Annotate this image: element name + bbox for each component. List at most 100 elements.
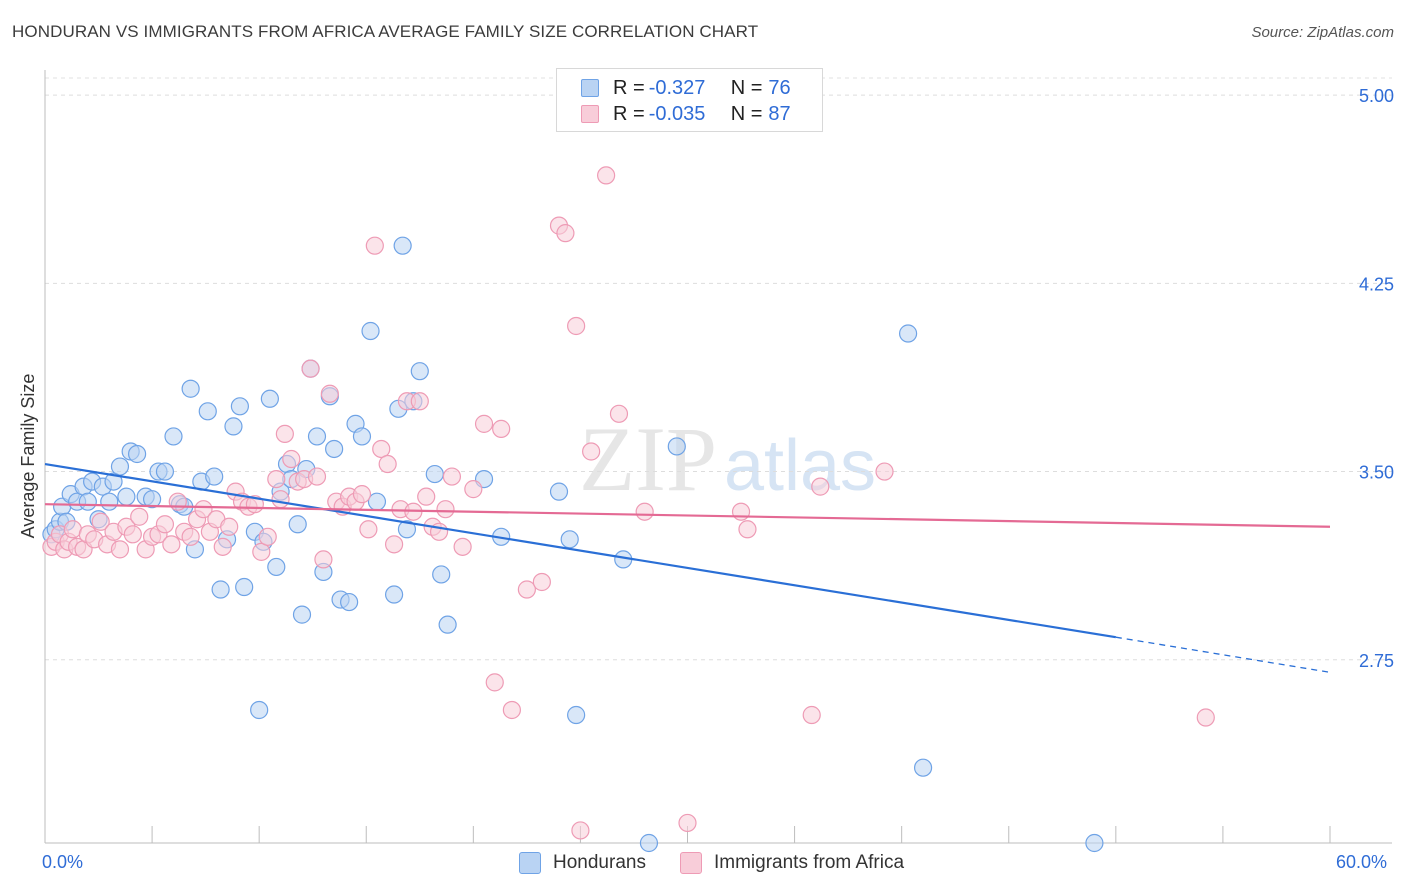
africa-point: [352, 485, 372, 504]
honduran-point: [110, 457, 130, 476]
chart-title: HONDURAN VS IMMIGRANTS FROM AFRICA AVERA…: [12, 22, 759, 41]
legend-swatch-hondurans: [519, 852, 541, 874]
africa-point: [571, 821, 590, 840]
honduran-point: [117, 487, 136, 506]
legend-r-label: R =: [613, 76, 645, 99]
legend-r-label: R =: [613, 102, 645, 125]
africa-point: [485, 673, 504, 692]
honduran-point: [127, 444, 147, 464]
honduran-point: [438, 615, 457, 634]
honduran-point: [393, 236, 412, 255]
africa-point: [597, 166, 616, 185]
africa-point: [301, 359, 320, 378]
africa-point: [155, 515, 175, 534]
honduran-point: [560, 530, 579, 549]
africa-point: [282, 449, 301, 469]
africa-point: [442, 467, 462, 486]
legend-n-value-africa: 87: [768, 102, 791, 125]
africa-point: [252, 542, 271, 561]
honduran-point: [384, 585, 404, 604]
africa-point: [110, 540, 130, 559]
honduran-point: [230, 397, 249, 416]
africa-point: [213, 537, 232, 556]
africa-point: [731, 502, 751, 521]
africa-point: [365, 236, 384, 255]
africa-point: [464, 480, 483, 499]
africa-point: [738, 520, 757, 539]
africa-point: [453, 537, 472, 556]
y-tick-label: 2.75: [1359, 651, 1394, 671]
honduran-point: [198, 402, 217, 421]
watermark-zip: ZIP: [579, 408, 717, 510]
honduran-point: [260, 389, 279, 408]
honduran-point: [181, 379, 200, 398]
africa-point: [181, 527, 200, 546]
africa-point: [258, 527, 277, 546]
africa-point: [417, 487, 436, 506]
africa-point: [162, 535, 181, 554]
africa-point: [307, 467, 327, 486]
watermark-atlas: atlas: [724, 426, 876, 506]
africa-point: [359, 520, 378, 539]
honduran-trend-line-extension: [1115, 636, 1331, 673]
legend-label-africa: Immigrants from Africa: [714, 852, 905, 873]
africa-point: [875, 462, 894, 481]
legend-item-africa[interactable]: Immigrants from Africa: [680, 852, 904, 874]
honduran-point: [104, 472, 123, 491]
africa-point: [320, 384, 339, 403]
honduran-point: [155, 462, 175, 481]
africa-point: [502, 700, 521, 720]
legend-swatch-africa: [680, 852, 702, 874]
africa-point: [314, 550, 333, 569]
honduran-point: [898, 324, 918, 343]
africa-point: [802, 705, 821, 725]
africa-point: [378, 454, 397, 474]
africa-trend-line: [44, 503, 1331, 528]
legend-n-label: N =: [730, 102, 763, 125]
africa-point: [567, 316, 586, 336]
africa-point: [275, 424, 294, 444]
legend-label-hondurans: Hondurans: [553, 852, 646, 873]
honduran-point: [549, 482, 569, 501]
honduran-point: [397, 520, 417, 539]
honduran-point: [235, 577, 254, 597]
honduran-point: [567, 705, 586, 725]
honduran-point: [205, 467, 224, 486]
africa-point: [372, 439, 391, 459]
honduran-point: [410, 362, 429, 381]
africa-point: [220, 517, 239, 536]
y-tick-label: 5.00: [1359, 86, 1394, 106]
x-tick-label-min: 0.0%: [42, 852, 84, 872]
africa-point: [609, 404, 629, 423]
legend-swatch-hondurans: [581, 79, 599, 97]
africa-point: [556, 224, 575, 243]
africa-point: [1196, 708, 1215, 727]
honduran-point: [224, 417, 243, 436]
y-axis-label: Average Family Size: [18, 374, 38, 539]
honduran-point: [78, 492, 97, 511]
honduran-point: [367, 492, 387, 511]
honduran-point: [639, 833, 659, 853]
legend-n-label: N =: [730, 76, 763, 99]
africa-point: [474, 414, 494, 433]
africa-point: [436, 500, 455, 519]
honduran-point: [211, 580, 230, 599]
legend-row-africa: R = -0.035 N = 87: [581, 101, 791, 127]
series-legend: Hondurans Immigrants from Africa: [0, 852, 1406, 878]
honduran-trend-line: [44, 462, 1117, 639]
africa-point: [532, 572, 551, 592]
africa-point: [678, 813, 697, 833]
honduran-point: [352, 427, 372, 446]
africa-point: [492, 419, 511, 438]
honduran-point: [361, 321, 380, 341]
africa-point: [123, 525, 142, 544]
honduran-point: [288, 515, 307, 534]
africa-point: [811, 477, 830, 496]
honduran-point: [325, 439, 344, 459]
legend-item-hondurans[interactable]: Hondurans: [519, 852, 646, 874]
honduran-point: [432, 565, 451, 584]
correlation-legend: R = -0.327 N = 76 R = -0.035 N = 87: [556, 68, 823, 132]
honduran-point: [164, 427, 183, 446]
honduran-point: [667, 437, 686, 456]
